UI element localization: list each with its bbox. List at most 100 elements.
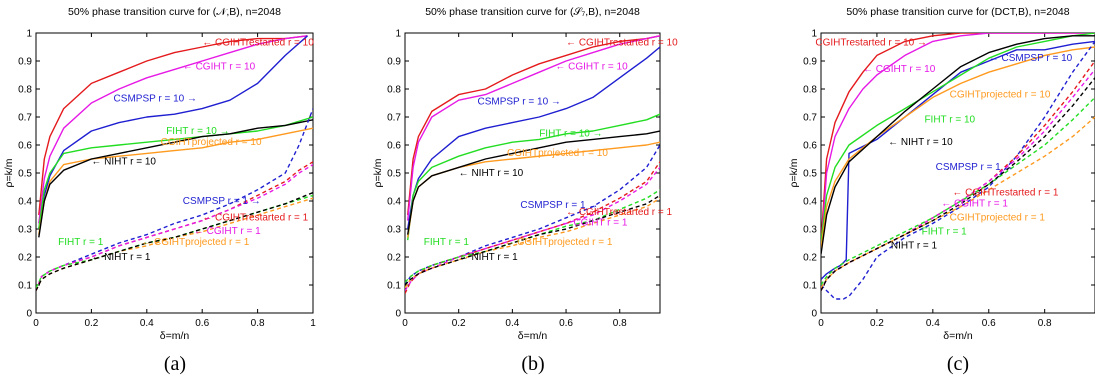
y-tick-label: 0.3 (18, 225, 32, 236)
series-annotation: ← CGIHT r = 10 (183, 61, 256, 72)
series-annotation: ← CGIHTprojected r = 1 (141, 237, 250, 248)
series-line-cgihtprojected-r-10 (38, 127, 313, 235)
x-axis-label: δ=m/n (518, 330, 548, 342)
x-tick-label: 0.2 (452, 318, 466, 329)
series-line-csmpsp-r-1 (821, 40, 1095, 300)
series-annotation: ← CGIHTprojected r = 1 (504, 237, 613, 248)
plot-frame (35, 32, 314, 314)
series-annotation: NIHT r = 1 (891, 241, 938, 252)
series-annotation: ← NIHT r = 10 (459, 168, 524, 179)
series-annotation: CSMPSP r = 10 → (114, 94, 197, 105)
x-tick-label: 0.6 (195, 318, 209, 329)
series-annotation: FIHT r = 1 (424, 237, 470, 248)
chart-title: 50% phase transition curve for (𝒮₇,B), n… (425, 6, 640, 18)
series-line-cgiht-r-10 (821, 33, 1095, 249)
x-tick-label: 0.2 (870, 318, 884, 329)
series-annotation: ← NIHT r = 1 (459, 252, 518, 263)
y-tick-label: 0.6 (18, 141, 32, 152)
y-axis-label: ρ=k/m (3, 158, 15, 187)
series-line-cgihtrestarted-r-10 (38, 35, 308, 216)
series-line-cgiht-r-10 (38, 35, 308, 224)
x-axis-label: δ=m/n (943, 330, 973, 342)
series-line-csmpsp-r-10 (821, 40, 1095, 280)
series-group (36, 35, 313, 291)
panel-sublabel: (c) (947, 353, 969, 375)
series-annotation: FIHT r = 1 (58, 237, 104, 248)
series-annotation: ← CSMPSP r = 10 (989, 53, 1073, 64)
series-annotation: FIHT r = 10 (924, 115, 975, 126)
series-annotation: ← CGIHT r = 1 (941, 199, 1008, 210)
series-annotation: FIHT r = 10 → (166, 126, 229, 137)
series-group (821, 33, 1095, 300)
y-tick-label: 0.5 (18, 169, 32, 180)
y-tick-label: 0.2 (803, 253, 817, 264)
y-tick-label: 0.8 (803, 85, 817, 96)
series-line-cgihtrestarted-r-10 (407, 35, 660, 216)
series-annotation: FIHT r = 1 (922, 227, 968, 238)
y-tick-label: 0.2 (18, 253, 32, 264)
y-tick-label: 1 (395, 29, 401, 40)
series-line-cgiht-r-1 (821, 68, 1095, 291)
x-axis-label: δ=m/n (160, 330, 190, 342)
chart-panel-1: 0 0.2 0.4 0.6 0.8 0 0.1 0.2 0.3 0.4 0.5 0.6 0.7 0.8 0.… (372, 6, 678, 342)
x-tick-label: 1 (310, 318, 316, 329)
y-tick-label: 0.4 (803, 197, 817, 208)
series-line-cgihtrestarted-r-1 (36, 161, 313, 291)
y-tick-label: 1 (811, 29, 817, 40)
series-line-niht-r-1 (405, 194, 660, 286)
series-line-niht-r-1 (36, 191, 313, 291)
chart-panel-0: 0 0.2 0.4 0.6 0.8 1 0 0.1 0.2 0.3 0.4 0.5 0.6 0.7 0.8 0… (3, 6, 316, 342)
series-annotation: ← CGIHTrestarted r = 10 (202, 38, 314, 49)
series-annotation: CGIHTprojected r = 10 (950, 89, 1051, 100)
series-annotation: ← CGIHTrestarted r = 10 (566, 38, 678, 49)
series-annotation: ← NIHT r = 10 (888, 137, 953, 148)
series-annotation: ← CGIHT r = 1 (561, 217, 628, 228)
y-tick-label: 0.8 (18, 85, 32, 96)
series-annotation: CGIHTprojected r = 1 (950, 213, 1046, 224)
series-line-fiht-r-1 (821, 96, 1095, 286)
series-annotation: ← CGIHT r = 1 (194, 226, 261, 237)
series-annotation: CSMPSP r = 1 → (183, 196, 261, 207)
series-annotation: FIHT r = 10 → (539, 129, 602, 140)
y-tick-label: 0.7 (18, 113, 32, 124)
series-line-csmpsp-r-10 (407, 46, 660, 230)
y-tick-label: 0.4 (387, 197, 401, 208)
series-group (405, 35, 660, 294)
x-tick-label: 0.8 (251, 318, 265, 329)
x-tick-label: 0 (402, 318, 408, 329)
series-line-fiht-r-10 (38, 116, 313, 230)
y-tick-label: 0.3 (387, 225, 401, 236)
x-tick-label: 0.6 (559, 318, 573, 329)
y-tick-label: 0 (395, 309, 401, 320)
x-tick-label: 0.4 (505, 318, 519, 329)
series-annotation: ← CGIHT r = 10 (863, 64, 936, 75)
chart-panel-2: 0 0.2 0.4 0.6 0.8 0 0.1 0.2 0.3 0.4 0.5 0.6 0.7 0.8 0.… (788, 6, 1095, 342)
series-annotation: CGIHTprojected r = 10 (507, 148, 608, 159)
x-tick-label: 0 (818, 318, 824, 329)
panel-sublabel: (b) (521, 353, 544, 375)
y-tick-label: 0.7 (387, 113, 401, 124)
y-tick-label: 0.5 (803, 169, 817, 180)
y-tick-label: 0.9 (18, 57, 32, 68)
y-tick-label: 0 (811, 309, 817, 320)
series-line-cgiht-r-1 (36, 164, 313, 291)
series-line-csmpsp-r-1 (405, 144, 660, 286)
series-annotation: CSMPSP r = 1 → (936, 162, 1014, 173)
y-tick-label: 0.9 (803, 57, 817, 68)
y-tick-label: 1 (26, 29, 32, 40)
series-annotation: ← NIHT r = 1 (91, 252, 150, 263)
y-tick-label: 0.8 (387, 85, 401, 96)
series-annotation: CSMPSP r = 1 → (520, 200, 598, 211)
panel-sublabel: (a) (164, 353, 186, 375)
series-annotation: ← CGIHT r = 10 (555, 61, 628, 72)
series-annotation: ← CGIHTrestarted r = 1 (952, 187, 1058, 198)
y-tick-label: 0.1 (803, 281, 817, 292)
series-line-niht-r-1 (821, 77, 1095, 291)
series-line-fiht-r-1 (405, 189, 660, 283)
series-line-cgiht-r-1 (405, 166, 660, 291)
x-tick-label: 0.8 (1038, 318, 1052, 329)
x-tick-label: 0.4 (926, 318, 940, 329)
x-tick-label: 0.2 (84, 318, 98, 329)
y-tick-label: 0.6 (387, 141, 401, 152)
